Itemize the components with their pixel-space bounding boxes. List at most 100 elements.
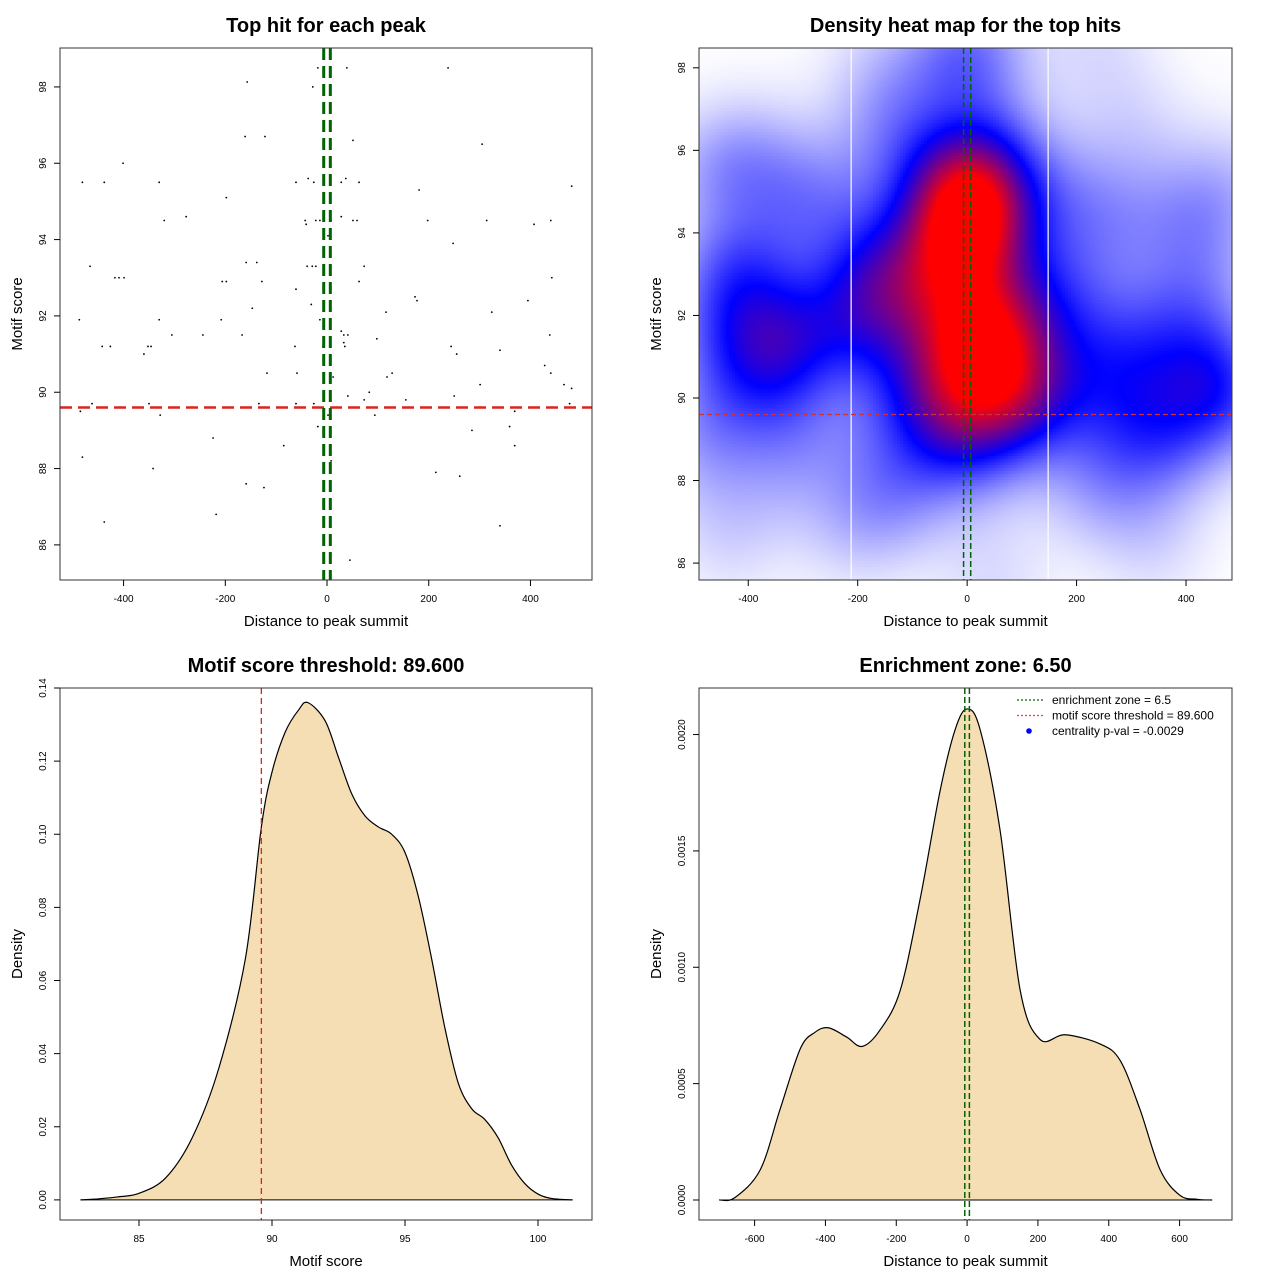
- legend-label: enrichment zone = 6.5: [1052, 693, 1171, 707]
- x-tick-label: 100: [530, 1234, 547, 1245]
- legend-label: centrality p-val = -0.0029: [1052, 724, 1184, 738]
- y-tick-label: 0.02: [38, 1117, 49, 1137]
- data-point: [452, 242, 455, 245]
- x-tick-label: 400: [1100, 1234, 1117, 1245]
- data-point: [246, 81, 249, 83]
- y-tick-label: 98: [677, 62, 688, 74]
- data-point: [81, 456, 84, 459]
- data-point: [375, 337, 378, 340]
- data-point: [310, 303, 313, 306]
- data-point: [481, 143, 484, 146]
- y-tick-label: 92: [677, 309, 688, 321]
- data-point: [318, 219, 321, 222]
- x-tick-label: 600: [1171, 1234, 1188, 1245]
- data-point: [225, 280, 228, 283]
- data-point: [533, 223, 535, 226]
- data-point: [225, 196, 228, 199]
- density-fill: [80, 702, 573, 1200]
- chart-title: Motif score threshold: 89.600: [188, 655, 465, 677]
- data-point: [316, 66, 319, 69]
- data-point: [147, 345, 149, 348]
- data-point: [314, 219, 317, 222]
- data-point: [458, 475, 461, 478]
- data-point: [346, 395, 349, 397]
- data-point: [89, 265, 91, 268]
- data-point: [340, 215, 343, 218]
- y-tick-label: 90: [677, 392, 688, 404]
- data-point: [344, 177, 347, 180]
- density-curve: [80, 701, 573, 1201]
- data-point: [563, 383, 565, 386]
- density-fill: [719, 708, 1213, 1201]
- y-axis-label: Motif score: [648, 277, 665, 350]
- y-tick-label: 96: [38, 157, 49, 169]
- data-point: [257, 402, 260, 405]
- data-point: [450, 345, 453, 348]
- y-axis-label: Motif score: [9, 277, 26, 350]
- data-point: [158, 318, 161, 321]
- legend-label: motif score threshold = 89.600: [1052, 709, 1214, 723]
- y-tick-label: 90: [38, 386, 49, 398]
- data-point: [295, 402, 297, 405]
- data-point: [282, 444, 285, 447]
- y-tick-label: 0.0005: [677, 1068, 688, 1099]
- y-tick-label: 98: [38, 81, 49, 93]
- data-point: [148, 402, 150, 405]
- data-point: [368, 391, 371, 394]
- data-point: [245, 482, 248, 485]
- data-point: [385, 311, 387, 313]
- data-point: [342, 334, 345, 336]
- data-point: [123, 276, 125, 279]
- panel-4: Enrichment zone: 6.50 Distance to peak su…: [648, 655, 1233, 1270]
- chart-title: Density heat map for the top hits: [810, 15, 1121, 37]
- data-point: [349, 559, 351, 562]
- data-point: [414, 295, 416, 298]
- data-point: [549, 372, 552, 375]
- data-point: [471, 429, 473, 432]
- data-point: [78, 318, 81, 321]
- plot-border: [698, 47, 1233, 581]
- x-tick-label: 200: [1030, 1234, 1047, 1245]
- data-point: [311, 86, 314, 88]
- data-point: [220, 318, 223, 321]
- data-point: [513, 410, 516, 413]
- y-tick-label: 0.0015: [677, 835, 688, 866]
- y-tick-label: 0.0020: [677, 719, 688, 750]
- y-tick-label: 88: [38, 463, 49, 475]
- x-tick-label: 400: [1178, 594, 1195, 605]
- data-point: [150, 345, 152, 348]
- x-tick-label: 0: [324, 594, 330, 605]
- data-point: [263, 486, 265, 489]
- data-point: [170, 334, 173, 336]
- data-point: [327, 414, 329, 417]
- data-point: [404, 398, 407, 401]
- data-point: [295, 181, 297, 184]
- data-point: [453, 395, 456, 397]
- data-point: [158, 181, 161, 184]
- data-point: [109, 345, 112, 348]
- data-point: [294, 345, 296, 348]
- data-point: [340, 181, 343, 184]
- data-point: [304, 219, 307, 222]
- plot-border: [698, 687, 1233, 1221]
- data-point: [306, 265, 309, 268]
- data-point: [311, 265, 314, 268]
- data-point: [295, 288, 297, 291]
- x-tick-label: -200: [886, 1234, 906, 1245]
- data-point: [568, 402, 571, 405]
- x-tick-label: 90: [266, 1234, 278, 1245]
- y-tick-label: 94: [677, 227, 688, 239]
- y-tick-label: 0.0010: [677, 952, 688, 983]
- x-tick-label: 0: [964, 1234, 970, 1245]
- x-tick-label: 0: [964, 594, 970, 605]
- x-tick-label: -200: [215, 594, 235, 605]
- data-point: [391, 372, 394, 375]
- data-point: [332, 376, 335, 378]
- chart-title: Top hit for each peak: [226, 15, 427, 37]
- y-tick-label: 0.06: [38, 970, 49, 990]
- data-point: [356, 219, 358, 222]
- data-point: [255, 261, 258, 264]
- data-point: [363, 398, 366, 401]
- data-point: [485, 219, 488, 222]
